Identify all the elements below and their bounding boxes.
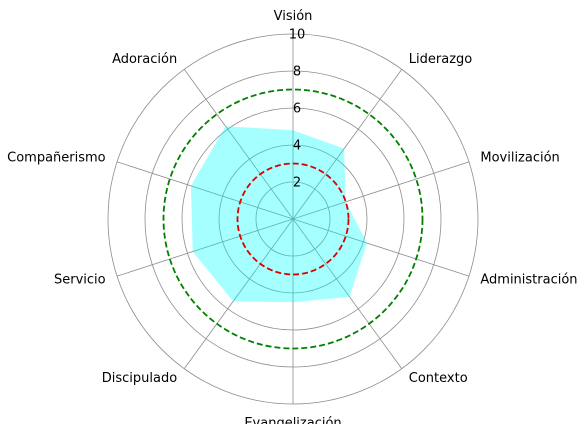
category-label: Administración — [480, 272, 577, 287]
grid-spoke — [292, 161, 470, 220]
radial-tick-label: 6 — [293, 102, 301, 117]
category-label: Discipulado — [102, 371, 177, 386]
grid-spoke — [292, 218, 470, 277]
grid-spoke — [292, 218, 403, 369]
category-label: Compañerismo — [7, 151, 106, 166]
radial-tick-label: 4 — [293, 139, 301, 154]
label-layer: 2 4 6 8 10 Visión Liderazgo Movilización Adminis… — [7, 9, 577, 424]
grid-layer — [107, 33, 479, 405]
category-label: Liderazgo — [409, 52, 472, 67]
grid-spoke — [183, 218, 294, 369]
reference-circle — [162, 88, 424, 350]
category-label: Visión — [274, 9, 313, 24]
category-label: Contexto — [409, 371, 468, 386]
series-area — [190, 126, 367, 303]
reference-circle — [236, 162, 350, 276]
category-label: Movilización — [480, 151, 559, 166]
grid-spoke — [183, 69, 294, 220]
grid-spoke — [116, 161, 294, 220]
category-label: Servicio — [54, 272, 106, 287]
radial-tick-label: 2 — [293, 176, 301, 191]
category-label: Evangelización — [244, 416, 341, 424]
grid-spoke — [292, 69, 403, 220]
category-label: Adoración — [112, 52, 177, 67]
reference-layer — [162, 88, 424, 350]
radial-tick-label: 10 — [289, 28, 306, 43]
grid-spoke — [116, 218, 294, 277]
radial-tick-label: 8 — [293, 65, 301, 80]
data-layer — [190, 126, 367, 303]
